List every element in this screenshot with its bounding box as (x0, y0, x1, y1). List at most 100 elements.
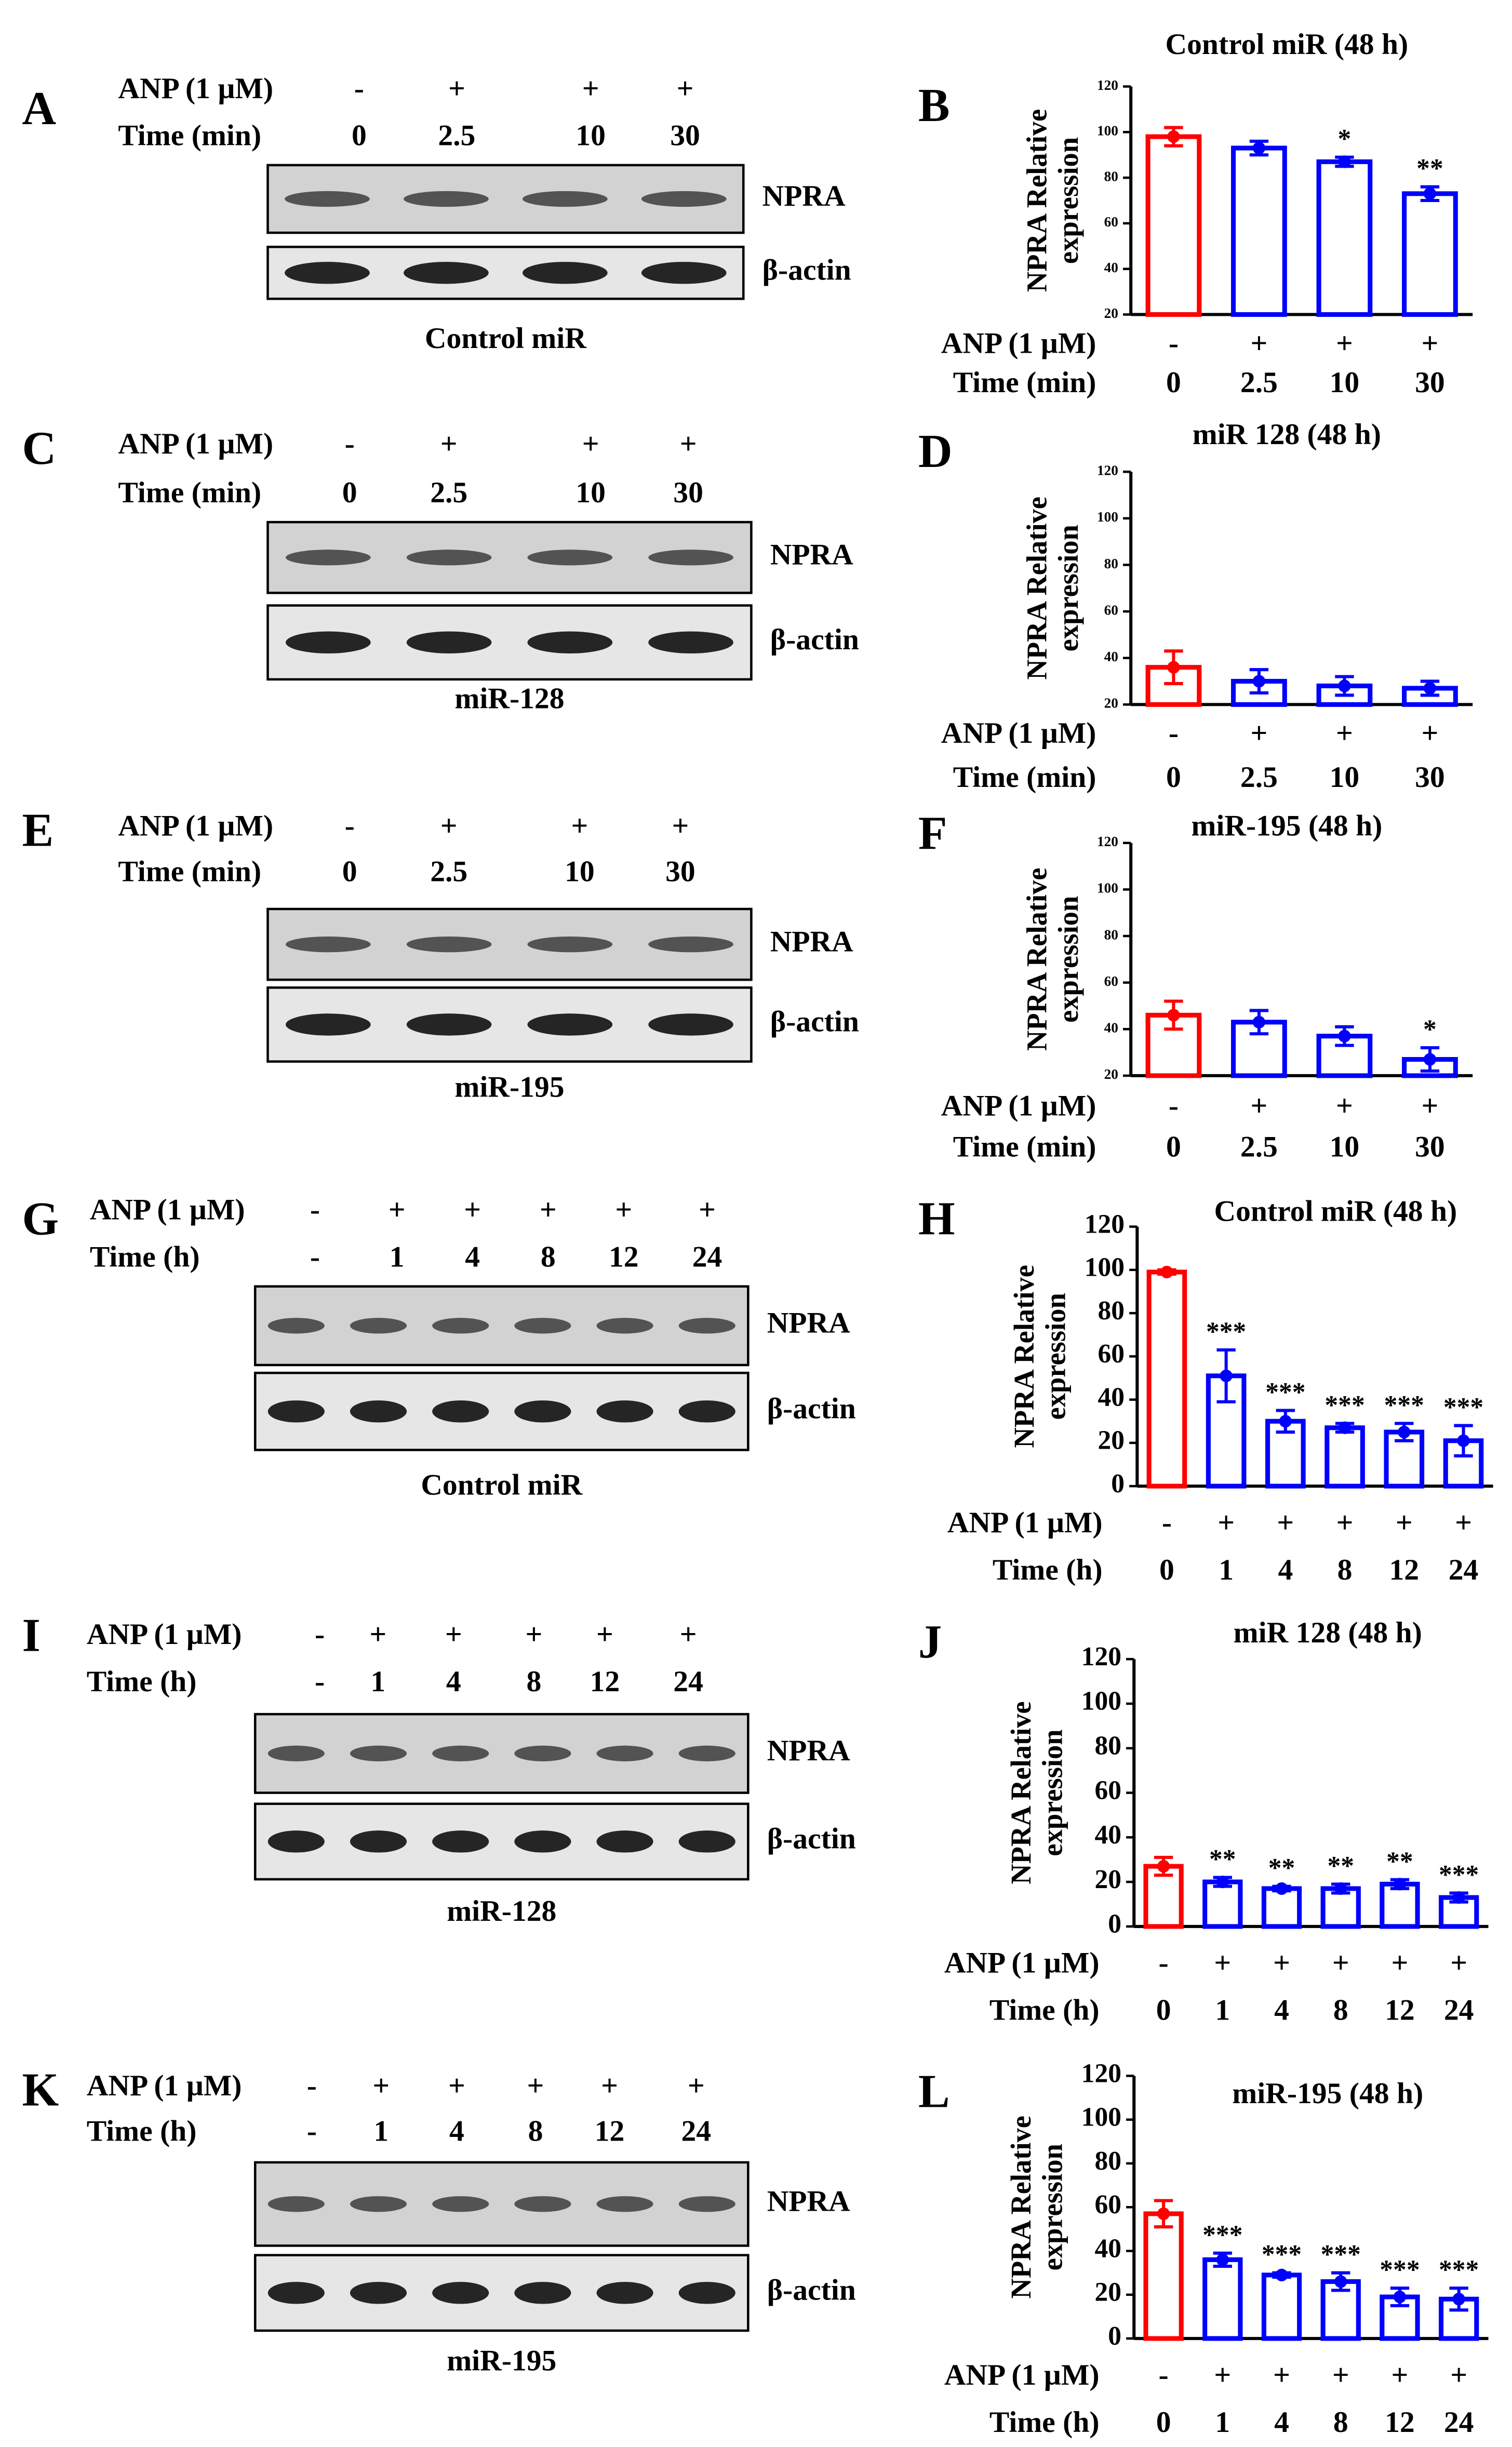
chart-title: miR-195 (48 h) (1232, 2077, 1423, 2110)
time-value: 10 (565, 855, 595, 888)
blot-band (285, 936, 371, 953)
band-label: NPRA (767, 1734, 850, 1767)
treatment-sign: + (596, 1618, 613, 1651)
time-value: 12 (609, 1240, 639, 1273)
y-tick-label: 0 (1108, 2321, 1121, 2351)
band-label: β-actin (770, 623, 859, 656)
blot-band (514, 1745, 571, 1761)
x-tick-label: 8 (1333, 2406, 1348, 2439)
time-label: Time (min) (118, 476, 261, 509)
blot-caption: Control miR (425, 322, 587, 355)
y-axis-label: NPRA Relativeexpression (1021, 497, 1084, 679)
blot-band (514, 2282, 571, 2304)
blot-band (285, 1013, 371, 1036)
blot-band (527, 936, 613, 953)
bar (1380, 1881, 1420, 1929)
treatment-sign: + (680, 1618, 697, 1651)
y-axis-label-line: expression (1036, 2144, 1068, 2270)
x-tick-label: 0 (1166, 1130, 1181, 1163)
treatment-label: ANP (1 µM) (118, 810, 273, 843)
y-tick-label: 80 (1094, 2146, 1121, 2176)
time-value: 0 (342, 476, 357, 509)
x-tick-label: 0 (1156, 1994, 1171, 2027)
time-value: 2.5 (430, 855, 467, 888)
y-tick-label: 20 (1098, 1426, 1125, 1455)
x-sign: + (1336, 1090, 1353, 1122)
mean-dot (1252, 141, 1266, 155)
y-tick-label: 40 (1098, 1382, 1125, 1412)
treatment-sign: + (582, 427, 599, 460)
band-label: β-actin (767, 1823, 856, 1855)
y-tick-label: 80 (1104, 556, 1118, 571)
band-label: NPRA (767, 1307, 850, 1340)
y-tick-label: 120 (1081, 1642, 1121, 1672)
x-sign: + (1391, 1947, 1409, 1980)
band-label: β-actin (762, 254, 851, 287)
blot-caption: miR-128 (447, 1895, 556, 1928)
x-sign: + (1217, 1506, 1235, 1539)
x-tick-label: 4 (1274, 1994, 1289, 2027)
time-value: - (310, 1240, 320, 1273)
blot-band (406, 1013, 492, 1036)
time-value: 1 (390, 1240, 405, 1273)
x-sign: + (1251, 327, 1268, 359)
treatment-sign: - (354, 72, 364, 105)
mean-dot (1334, 1882, 1347, 1895)
time-value: 24 (692, 1240, 722, 1273)
x-sign: - (1159, 1947, 1169, 1980)
blot-box (253, 1285, 750, 1367)
y-tick-label: 80 (1104, 927, 1118, 942)
blot-band (648, 936, 733, 953)
y-tick-label: 80 (1094, 1731, 1121, 1761)
y-axis-label: NPRA Relativeexpression (1005, 2116, 1068, 2298)
blot-band (406, 631, 492, 653)
y-tick-label: 100 (1097, 509, 1118, 525)
blot-band (350, 1745, 407, 1761)
row-label: Time (h) (993, 1554, 1103, 1586)
x-sign: + (1422, 717, 1439, 750)
time-label: Time (min) (118, 119, 261, 152)
bar (1261, 2272, 1302, 2341)
treatment-sign: + (615, 1194, 632, 1226)
blot-band (350, 1400, 407, 1423)
y-tick-label: 40 (1094, 1820, 1121, 1850)
bar (1231, 1020, 1287, 1078)
treatment-sign: + (571, 810, 588, 843)
blot-box (253, 2161, 750, 2247)
mean-dot (1393, 1878, 1407, 1891)
significance: *** (1265, 1378, 1305, 1407)
treatment-sign: + (369, 1618, 386, 1651)
x-sign: + (1273, 1947, 1290, 1980)
blot-band (267, 2282, 325, 2304)
time-value: 0 (352, 119, 367, 152)
time-value: - (307, 2115, 317, 2148)
blot-band (527, 550, 613, 566)
row-label: Time (h) (989, 1994, 1100, 2027)
treatment-label: ANP (1 µM) (90, 1194, 245, 1226)
x-tick-label: 0 (1166, 366, 1181, 399)
treatment-sign: - (345, 810, 355, 843)
x-sign: + (1332, 1947, 1349, 1980)
treatment-label: ANP (1 µM) (118, 72, 273, 105)
treatment-sign: + (540, 1194, 557, 1226)
x-sign: - (1169, 327, 1179, 359)
y-tick-label: 40 (1104, 1020, 1118, 1036)
mean-dot (1216, 1875, 1229, 1889)
blot-band (285, 191, 370, 207)
row-label: Time (h) (989, 2406, 1100, 2439)
y-tick-label: 20 (1104, 696, 1118, 711)
treatment-sign: + (526, 1618, 543, 1651)
mean-dot (1423, 681, 1437, 695)
mean-dot (1423, 187, 1437, 200)
x-sign: + (1450, 2359, 1467, 2391)
chart-title: Control miR (48 h) (1166, 28, 1409, 61)
treatment-sign: - (345, 427, 355, 460)
y-tick-label: 20 (1094, 1865, 1121, 1894)
x-tick-label: 24 (1449, 1554, 1479, 1586)
band-label: NPRA (762, 180, 846, 212)
bar (1145, 134, 1202, 317)
time-value: 2.5 (438, 119, 475, 152)
row-label: ANP (1 µM) (941, 327, 1096, 359)
significance: *** (1439, 1860, 1479, 1890)
significance: *** (1443, 1393, 1483, 1422)
